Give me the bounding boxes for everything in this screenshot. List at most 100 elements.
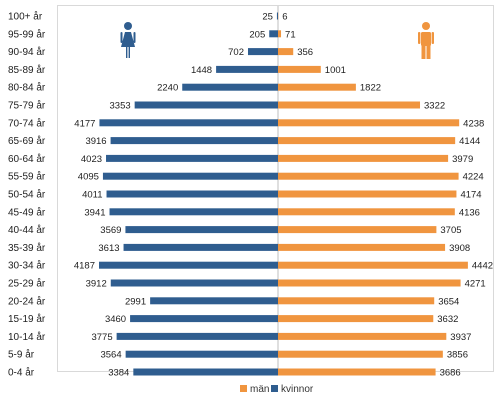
value-label-man-70-74-r: 4238 <box>463 118 484 129</box>
bar-man-45-49-r <box>278 208 455 216</box>
value-label-kvinnor-100-r: 25 <box>262 12 273 23</box>
category-label-75-79-r: 75-79 år <box>8 100 46 112</box>
value-label-kvinnor-60-64-r: 4023 <box>81 154 102 165</box>
value-label-kvinnor-5-9-r: 3564 <box>100 350 121 361</box>
value-label-man-75-79-r: 3322 <box>424 101 445 112</box>
category-label-25-29-r: 25-29 år <box>8 278 46 290</box>
value-label-kvinnor-95-99-r: 205 <box>249 29 265 40</box>
value-label-kvinnor-40-44-r: 3569 <box>100 225 121 236</box>
value-label-man-25-29-r: 4271 <box>465 279 486 290</box>
bar-man-0-4-r <box>278 368 436 376</box>
female-person-icon <box>120 22 136 58</box>
bar-man-40-44-r <box>278 226 437 234</box>
value-labels: 25 6 205 71 702 356 1448 1001 2240 1822 3353 3322 41… <box>74 12 493 379</box>
bar-kvinnor-50-54-r <box>106 190 278 198</box>
value-label-man-50-54-r: 4174 <box>460 190 481 201</box>
legend-swatch-man <box>240 385 247 392</box>
bar-man-50-54-r <box>278 190 457 198</box>
category-label-70-74-r: 70-74 år <box>8 117 46 129</box>
value-label-man-0-4-r: 3686 <box>440 368 461 379</box>
bar-man-85-89-r <box>278 65 321 73</box>
bar-kvinnor-45-49-r <box>109 208 278 216</box>
bar-kvinnor-65-69-r <box>110 137 278 145</box>
value-label-kvinnor-35-39-r: 3613 <box>98 243 119 254</box>
bar-kvinnor-40-44-r <box>125 226 278 234</box>
category-labels: 100+ år 95-99 år 90-94 år 85-89 år 80-84 år 7… <box>8 11 46 379</box>
value-label-kvinnor-85-89-r: 1448 <box>191 65 212 76</box>
value-label-man-60-64-r: 3979 <box>452 154 473 165</box>
value-label-kvinnor-45-49-r: 3941 <box>84 207 105 218</box>
value-label-kvinnor-30-34-r: 4187 <box>74 261 95 272</box>
value-label-man-85-89-r: 1001 <box>325 65 346 76</box>
category-label-90-94-r: 90-94 år <box>8 46 46 58</box>
legend-label-man: män <box>250 384 269 395</box>
value-label-man-90-94-r: 356 <box>297 47 313 58</box>
bar-man-20-24-r <box>278 297 435 305</box>
man-bars <box>278 12 468 376</box>
bar-kvinnor-80-84-r <box>182 83 278 91</box>
value-label-man-40-44-r: 3705 <box>440 225 461 236</box>
legend-swatch-kvinnor <box>271 385 278 392</box>
value-label-man-5-9-r: 3856 <box>447 350 468 361</box>
category-label-85-89-r: 85-89 år <box>8 64 46 76</box>
category-label-65-69-r: 65-69 år <box>8 135 46 147</box>
bar-kvinnor-90-94-r <box>247 48 278 56</box>
value-label-kvinnor-20-24-r: 2991 <box>125 296 146 307</box>
value-label-man-10-14-r: 3937 <box>450 332 471 343</box>
value-label-man-80-84-r: 1822 <box>360 83 381 94</box>
value-label-kvinnor-0-4-r: 3384 <box>108 368 129 379</box>
bar-kvinnor-20-24-r <box>150 297 278 305</box>
value-label-kvinnor-25-29-r: 3912 <box>86 279 107 290</box>
bar-kvinnor-30-34-r <box>99 261 278 269</box>
bar-kvinnor-55-59-r <box>102 172 278 180</box>
bar-kvinnor-70-74-r <box>99 119 278 127</box>
value-label-kvinnor-75-79-r: 3353 <box>110 101 131 112</box>
category-label-100-r: 100+ år <box>8 11 43 23</box>
bar-kvinnor-15-19-r <box>130 315 278 323</box>
value-label-kvinnor-70-74-r: 4177 <box>74 118 95 129</box>
value-label-man-45-49-r: 4136 <box>459 207 480 218</box>
bar-man-95-99-r <box>278 30 282 38</box>
bar-kvinnor-25-29-r <box>110 279 279 287</box>
category-label-60-64-r: 60-64 år <box>8 153 46 165</box>
category-label-40-44-r: 40-44 år <box>8 224 46 236</box>
value-label-kvinnor-80-84-r: 2240 <box>157 83 178 94</box>
value-label-man-35-39-r: 3908 <box>449 243 470 254</box>
bar-kvinnor-35-39-r <box>123 243 278 251</box>
category-label-0-4-r: 0-4 år <box>8 367 35 379</box>
bar-man-65-69-r <box>278 137 456 145</box>
value-label-kvinnor-15-19-r: 3460 <box>105 314 126 325</box>
category-label-45-49-r: 45-49 år <box>8 206 46 218</box>
value-label-man-55-59-r: 4224 <box>463 172 484 183</box>
kvinnor-bars <box>99 12 279 376</box>
value-label-man-30-34-r: 4442 <box>472 261 493 272</box>
value-label-kvinnor-90-94-r: 702 <box>228 47 244 58</box>
value-label-man-95-99-r: 71 <box>285 29 296 40</box>
bar-man-70-74-r <box>278 119 460 127</box>
value-label-kvinnor-55-59-r: 4095 <box>78 172 99 183</box>
bar-man-75-79-r <box>278 101 421 109</box>
bar-man-35-39-r <box>278 243 446 251</box>
bar-kvinnor-5-9-r <box>125 350 278 358</box>
bar-kvinnor-100-r <box>276 12 278 20</box>
category-label-50-54-r: 50-54 år <box>8 189 46 201</box>
bar-man-5-9-r <box>278 350 443 358</box>
legend: män kvinnor <box>240 384 314 395</box>
value-label-man-65-69-r: 4144 <box>459 136 480 147</box>
male-person-icon <box>418 22 434 59</box>
bar-man-25-29-r <box>278 279 461 287</box>
category-label-55-59-r: 55-59 år <box>8 171 46 183</box>
bar-kvinnor-10-14-r <box>116 332 279 340</box>
bar-man-80-84-r <box>278 83 356 91</box>
bar-man-15-19-r <box>278 315 434 323</box>
category-label-35-39-r: 35-39 år <box>8 242 46 254</box>
value-label-man-20-24-r: 3654 <box>438 296 459 307</box>
category-label-80-84-r: 80-84 år <box>8 82 46 94</box>
value-label-man-15-19-r: 3632 <box>437 314 458 325</box>
bar-man-60-64-r <box>278 154 449 162</box>
legend-label-kvinnor: kvinnor <box>281 384 314 395</box>
bar-kvinnor-75-79-r <box>134 101 278 109</box>
bar-man-90-94-r <box>278 48 294 56</box>
category-label-30-34-r: 30-34 år <box>8 260 46 272</box>
